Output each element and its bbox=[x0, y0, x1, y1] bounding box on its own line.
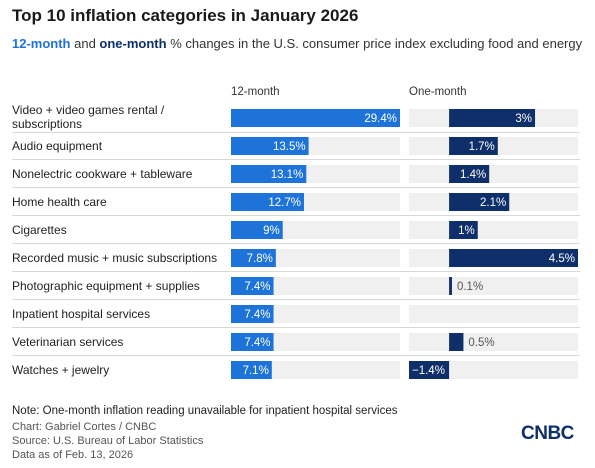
category-label: Inpatient hospital services bbox=[12, 307, 150, 321]
chart-title: Top 10 inflation categories in January 2… bbox=[12, 6, 359, 25]
data-label-12-month: 13.5% bbox=[273, 141, 306, 153]
category-label: Cigarettes bbox=[12, 223, 67, 237]
data-label-one-month: 0.5% bbox=[468, 337, 494, 349]
bar-track-12-month bbox=[231, 361, 400, 379]
bar-12-month bbox=[231, 361, 272, 379]
subtitle-12-month: 12-month bbox=[12, 36, 71, 51]
data-label-12-month: 12.7% bbox=[268, 197, 301, 209]
data-label-one-month: 3% bbox=[515, 113, 532, 125]
bar-12-month bbox=[231, 221, 283, 239]
bar-12-month bbox=[231, 165, 307, 183]
bar-one-month bbox=[449, 109, 536, 127]
bar-one-month bbox=[409, 361, 450, 379]
category-label: Watches + jewelry bbox=[12, 363, 109, 377]
bar-track-one-month bbox=[409, 361, 578, 379]
data-label-one-month: −1.4% bbox=[412, 365, 445, 377]
data-label-one-month: 0.1% bbox=[457, 281, 483, 293]
data-label-12-month: 7.4% bbox=[244, 281, 270, 293]
subtitle-one-month: one-month bbox=[99, 36, 167, 51]
bar-one-month bbox=[449, 137, 498, 155]
footer-source: Source: U.S. Bureau of Labor Statistics bbox=[12, 435, 204, 447]
bar-track-one-month bbox=[409, 305, 578, 323]
data-label-12-month: 7.8% bbox=[247, 253, 273, 265]
bar-one-month bbox=[449, 333, 464, 351]
category-label: Home health care bbox=[12, 195, 107, 209]
data-label-12-month: 29.4% bbox=[364, 113, 397, 125]
category-label: Audio equipment bbox=[12, 139, 103, 153]
data-label-one-month: 1.7% bbox=[469, 141, 495, 153]
cnbc-logo: CNBC bbox=[521, 423, 574, 444]
bar-12-month bbox=[231, 333, 274, 351]
data-label-12-month: 7.1% bbox=[243, 365, 269, 377]
category-label: Photographic equipment + supplies bbox=[12, 279, 200, 293]
column-header-one-month: One-month bbox=[409, 86, 467, 98]
bar-12-month bbox=[231, 109, 400, 127]
category-label: Video + video games rental / subscription… bbox=[12, 103, 165, 131]
bar-one-month bbox=[449, 193, 510, 211]
bar-track-one-month bbox=[409, 165, 578, 183]
bar-track-one-month bbox=[409, 277, 578, 295]
data-label-one-month: 2.1% bbox=[480, 197, 506, 209]
footer-credit: Chart: Gabriel Cortes / CNBC bbox=[12, 421, 157, 433]
data-label-12-month: 9% bbox=[263, 225, 280, 237]
bar-one-month bbox=[449, 165, 490, 183]
data-label-one-month: 1% bbox=[458, 225, 475, 237]
bar-12-month bbox=[231, 249, 276, 267]
bar-12-month bbox=[231, 277, 274, 295]
bar-one-month bbox=[449, 277, 452, 295]
category-label: Veterinarian services bbox=[12, 335, 123, 349]
bar-track-one-month bbox=[409, 221, 578, 239]
subtitle-rest: % changes in the U.S. consumer price ind… bbox=[166, 36, 583, 51]
data-label-one-month: 4.5% bbox=[549, 253, 575, 265]
bar-chart: 12-month One-month Video + video games ren… bbox=[12, 86, 580, 379]
data-label-12-month: 13.1% bbox=[271, 169, 304, 181]
data-label-12-month: 7.4% bbox=[244, 337, 270, 349]
bar-one-month bbox=[449, 249, 578, 267]
bar-12-month bbox=[231, 305, 274, 323]
data-label-one-month: 1.4% bbox=[460, 169, 486, 181]
bar-12-month bbox=[231, 137, 309, 155]
bar-one-month bbox=[449, 221, 478, 239]
subtitle-and: and bbox=[70, 36, 100, 51]
data-label-12-month: 7.4% bbox=[244, 309, 270, 321]
category-label: Nonelectric cookware + tableware bbox=[12, 167, 193, 181]
bar-12-month bbox=[231, 193, 305, 211]
footer-note: Note: One-month inflation reading unavai… bbox=[12, 405, 398, 417]
column-header-12-month: 12-month bbox=[231, 86, 280, 98]
chart-subtitle: 12-month and one-month % changes in the … bbox=[12, 35, 584, 53]
chart-footer: Note: One-month inflation reading unavai… bbox=[12, 404, 397, 462]
footer-date: Data as of Feb. 13, 2026 bbox=[12, 449, 134, 461]
category-label: Recorded music + music subscriptions bbox=[12, 251, 217, 265]
